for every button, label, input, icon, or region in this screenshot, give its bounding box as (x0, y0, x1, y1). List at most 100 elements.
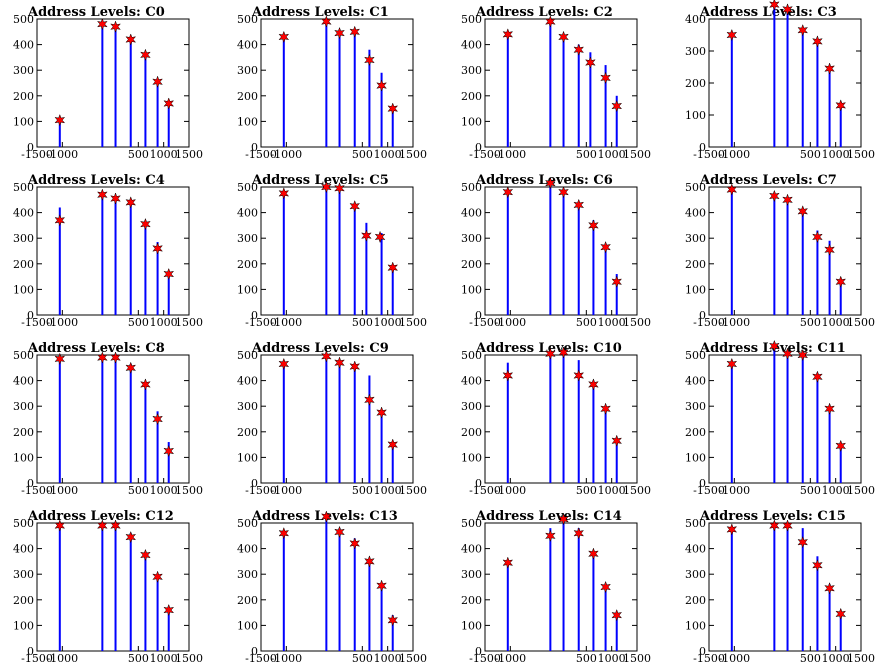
y-tick-label: 100 (237, 619, 258, 632)
y-tick-label: 0 (27, 141, 34, 154)
y-tick-label: 100 (461, 115, 482, 128)
x-tick-label: 1000 (822, 148, 850, 161)
bar (786, 352, 789, 483)
x-tick-label: 1500 (399, 484, 427, 497)
x-tick-label: 1000 (598, 652, 626, 665)
star-marker (824, 582, 836, 595)
star-marker (320, 350, 332, 363)
plot-frame (36, 186, 190, 316)
x-tick-label: 500 (128, 148, 149, 161)
bar (368, 558, 371, 651)
y-tick-label: 300 (685, 400, 706, 413)
bar (730, 187, 733, 315)
x-tick-label: -1000 (494, 652, 526, 665)
bar (562, 36, 565, 147)
bar (592, 220, 595, 315)
bar (114, 356, 117, 483)
y-tick-label: 500 (461, 13, 482, 26)
x-tick-label: -1000 (718, 484, 750, 497)
chart-panel: Address Levels: C10 0 100 200 300 400 500 -1500… (448, 336, 672, 504)
y-tick-label: 500 (13, 13, 34, 26)
bar (144, 381, 147, 483)
bar (816, 372, 819, 483)
star-marker (54, 214, 66, 227)
x-tick-label: -1000 (46, 652, 78, 665)
x-tick-label: -1000 (46, 484, 78, 497)
bar (129, 533, 132, 651)
bar (391, 615, 394, 651)
star-marker (502, 28, 514, 41)
bar (786, 524, 789, 651)
chart-panel: Address Levels: C11 0 100 200 300 400 500 -1500… (672, 336, 896, 504)
x-tick-label: 1500 (847, 652, 875, 665)
star-marker (278, 357, 290, 371)
x-tick-label: 500 (352, 652, 373, 665)
bar (615, 274, 618, 315)
bar (604, 245, 607, 315)
chart-title: Address Levels: C3 (700, 5, 837, 20)
star-marker (364, 393, 375, 407)
bar (156, 242, 159, 315)
x-tick-label: 1500 (175, 148, 203, 161)
x-tick-label: 1500 (175, 652, 203, 665)
chart-panel: Address Levels: C7 0 100 200 300 400 500 -1500-… (672, 168, 896, 336)
star-marker (588, 219, 599, 232)
chart-title: Address Levels: C8 (28, 341, 165, 356)
star-marker (835, 439, 847, 453)
x-tick-label: 1000 (150, 316, 178, 329)
bar (144, 221, 147, 315)
y-tick-label: 200 (461, 258, 482, 271)
x-tick-label: 1000 (822, 652, 850, 665)
bar (562, 517, 565, 651)
y-tick-label: 400 (237, 39, 258, 52)
chart-title: Address Levels: C6 (476, 173, 613, 188)
star-marker (726, 183, 738, 196)
y-tick-label: 200 (685, 77, 706, 90)
star-marker (54, 352, 66, 366)
y-tick-label: 100 (13, 451, 34, 464)
y-tick-label: 300 (237, 400, 258, 413)
star-marker (110, 351, 121, 364)
y-tick-label: 500 (461, 349, 482, 362)
bar (615, 613, 618, 651)
star-marker (544, 176, 556, 190)
bar (786, 197, 789, 315)
chart-title: Address Levels: C4 (28, 173, 165, 188)
star-marker (96, 188, 108, 201)
x-tick-label: 1000 (598, 148, 626, 161)
bar (589, 52, 592, 147)
x-tick-label: 500 (800, 148, 821, 161)
bar (58, 357, 61, 483)
x-tick-label: -1500 (245, 148, 277, 161)
y-tick-label: 100 (13, 619, 34, 632)
chart-panel: Address Levels: C13 0 100 200 300 400 500 -1500… (224, 504, 448, 672)
x-tick-label: 1000 (150, 484, 178, 497)
x-tick-label: 500 (576, 484, 597, 497)
x-tick-label: 1500 (847, 484, 875, 497)
bar (562, 349, 565, 483)
bar (101, 192, 104, 315)
y-tick-label: 300 (461, 568, 482, 581)
x-tick-label: -1500 (693, 484, 725, 497)
star-marker (125, 33, 137, 46)
y-tick-label: 500 (685, 349, 706, 362)
y-tick-label: 100 (685, 619, 706, 632)
y-tick-label: 0 (27, 477, 34, 490)
bar (368, 49, 371, 147)
bar (391, 265, 394, 315)
y-tick-label: 500 (237, 349, 258, 362)
bar (338, 187, 341, 315)
bar (325, 184, 328, 315)
star-marker (782, 519, 793, 532)
x-tick-label: 1000 (598, 316, 626, 329)
star-marker (110, 519, 121, 532)
x-tick-label: 1500 (623, 148, 651, 161)
x-tick-label: 1000 (598, 484, 626, 497)
chart-panel: Address Levels: C3 0 100 200 300 400 -1500 -100… (672, 0, 896, 168)
star-marker (152, 570, 164, 584)
